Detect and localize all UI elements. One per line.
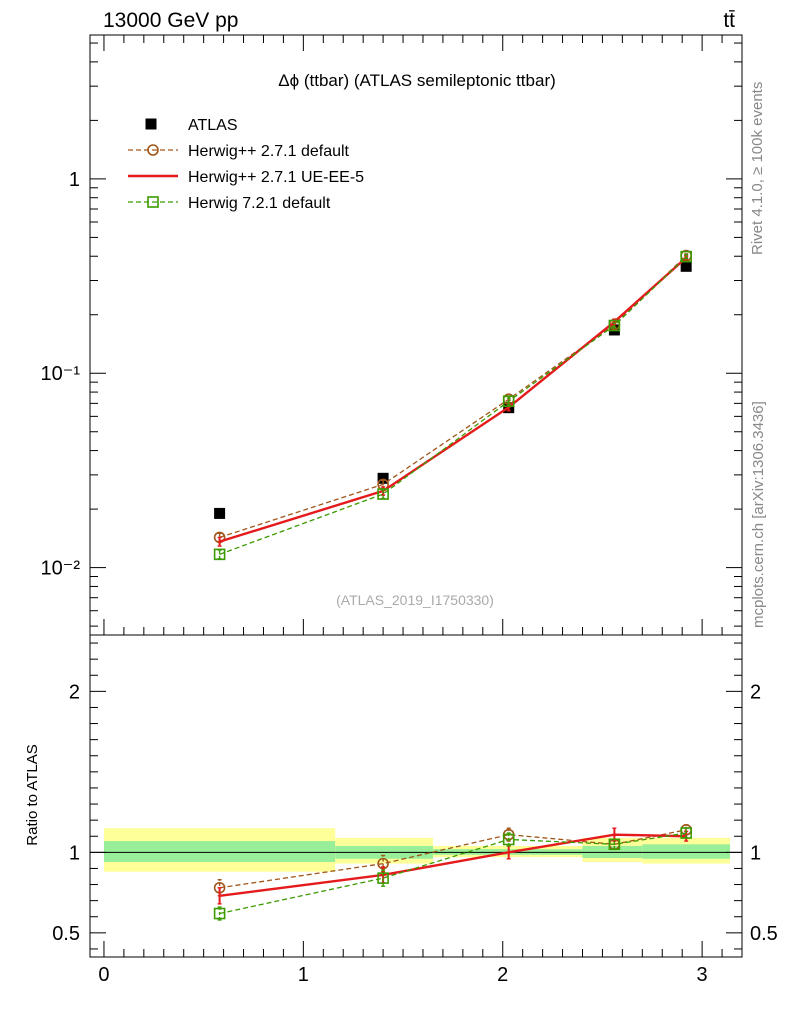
ratio-y-tick-label-left: 1: [69, 842, 80, 864]
main-point: [377, 472, 389, 484]
ratio-axis-ticks: [90, 642, 743, 957]
main-series-atlas: [214, 260, 692, 519]
main-point: [680, 260, 692, 272]
main-line-herwig-7-2-1-default: [219, 256, 687, 555]
rivet-label: Rivet 4.1.0, ≥ 100k events: [749, 82, 766, 255]
legend: ATLAS Herwig++ 2.7.1 default Herwig++ 2.7.…: [128, 117, 364, 212]
ratio-point: [213, 907, 226, 920]
main-y-tick-label: 10⁻²: [41, 558, 81, 580]
main-axis-ticks: [90, 35, 743, 635]
legend-marker: [147, 144, 159, 156]
main-line-herwig-2-7-1-default: [219, 255, 687, 539]
x-tick-label: 1: [298, 964, 309, 986]
ratio-y-tick-label-right: 0.5: [750, 923, 778, 945]
x-tick-labels: 0 1 2 3: [98, 964, 707, 986]
ratio-series-herwig-2-7-1-ue-ee-5: [217, 827, 689, 905]
legend-entry: Herwig++ 2.7.1 UE-EE-5: [128, 169, 364, 186]
main-point: [214, 507, 226, 519]
legend-label: Herwig++ 2.7.1 UE-EE-5: [188, 169, 364, 186]
main-title: Δϕ (ttbar) (ATLAS semileptonic ttbar): [278, 71, 556, 90]
ratio-y-tick-label-right: 2: [750, 681, 761, 703]
main-point: [377, 488, 389, 500]
watermark: (ATLAS_2019_I1750330): [336, 592, 494, 608]
ratio-y-tick-label-left: 0.5: [52, 923, 80, 945]
main-point: [608, 319, 621, 332]
main-series-layer: [213, 249, 692, 561]
main-series-herwig-2-7-1-default: [213, 249, 692, 544]
ratio-series-herwig-7-2-1-default: [213, 827, 692, 921]
main-point: [213, 548, 226, 561]
legend-entry: Herwig 7.2.1 default: [128, 195, 331, 212]
ratio-y-tick-labels: 0.5 0.5 1 1 2 2: [52, 681, 778, 945]
ratio-panel: 0.5 0.5 1 1 2 2 0 1 2 3 Ratio to ATLAS: [24, 634, 778, 986]
ratio-point: [680, 827, 692, 839]
legend-entry: Herwig++ 2.7.1 default: [128, 143, 350, 160]
ratio-y-tick-label-left: 2: [69, 681, 80, 703]
legend-label: Herwig++ 2.7.1 default: [188, 143, 350, 160]
main-point: [680, 250, 692, 263]
main-series-herwig-2-7-1-ue-ee-5: [217, 255, 689, 547]
ratio-point: [502, 833, 515, 846]
ratio-ylabel: Ratio to ATLAS: [24, 744, 41, 845]
main-y-tick-labels: 10⁻² 10⁻¹ 1: [41, 169, 81, 580]
ratio-frame: [89, 634, 743, 958]
ratio-y-tick-label-right: 1: [750, 842, 761, 864]
ratio-point: [377, 872, 389, 884]
legend-label: Herwig 7.2.1 default: [188, 195, 331, 212]
ratio-band-green: [103, 841, 336, 863]
legend-entry: ATLAS: [145, 117, 238, 134]
process-label: tt̄: [723, 9, 735, 32]
main-series-herwig-7-2-1-default: [213, 250, 692, 561]
mcplots-label: mcplots.cern.ch [arXiv:1306.3436]: [750, 401, 767, 628]
legend-marker: [147, 196, 159, 208]
ratio-band-green: [642, 844, 731, 859]
x-tick-label: 3: [697, 964, 708, 986]
main-point: [502, 395, 515, 408]
ratio-series-layer: [213, 824, 692, 921]
energy-label: 13000 GeV pp: [103, 9, 238, 32]
ratio-point: [608, 838, 621, 851]
ratio-line-herwig-2-7-1-default: [219, 829, 687, 889]
legend-label: ATLAS: [188, 117, 238, 134]
x-tick-label: 2: [497, 964, 508, 986]
x-tick-label: 0: [98, 964, 109, 986]
main-panel: 10⁻² 10⁻¹ 1 Δϕ (ttbar) (ATLAS semileptonic…: [41, 34, 743, 636]
main-y-tick-label: 1: [69, 169, 80, 191]
legend-marker: [145, 118, 157, 130]
main-line-herwig-2-7-1-ue-ee-5: [219, 256, 687, 543]
main-y-tick-label: 10⁻¹: [41, 363, 81, 385]
